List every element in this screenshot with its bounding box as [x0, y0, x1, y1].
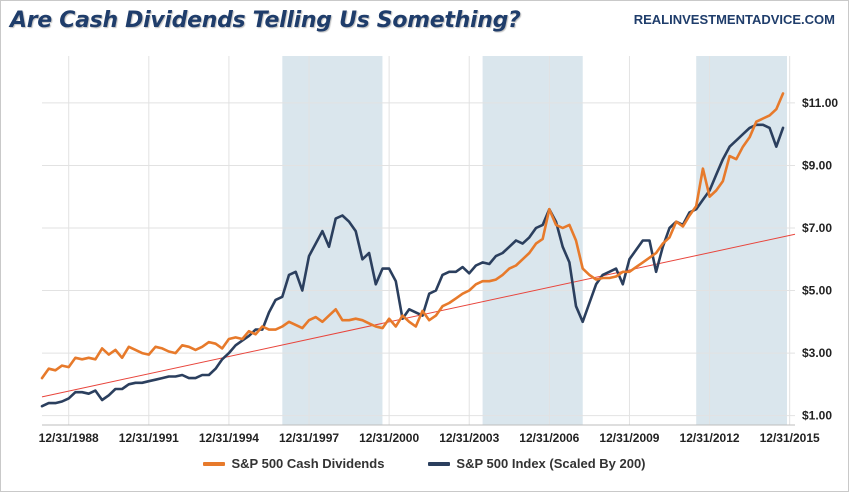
x-tick-label: 12/31/1988 [39, 431, 99, 445]
trend-line [41, 233, 796, 398]
legend-item-dividends: S&P 500 Cash Dividends [203, 456, 384, 471]
legend-swatch-dividends [203, 461, 226, 466]
x-tick-label: 12/31/1994 [199, 431, 259, 445]
x-tick-label: 12/31/1997 [279, 431, 339, 445]
x-tick-label: 12/31/2003 [439, 431, 499, 445]
y-tick-label: $9.00 [802, 158, 832, 172]
legend-label-dividends: S&P 500 Cash Dividends [231, 456, 385, 471]
y-tick-label: $7.00 [802, 221, 832, 235]
y-tick-label: $1.00 [802, 409, 832, 423]
y-tick-label: $5.00 [802, 284, 832, 298]
shaded-period-3 [696, 56, 787, 425]
y-tick-label: $11.00 [802, 96, 838, 110]
legend-item-index: S&P 500 Index (Scaled By 200) [428, 456, 646, 471]
y-tick-label: $3.00 [802, 346, 832, 360]
legend-label-index: S&P 500 Index (Scaled By 200) [456, 456, 646, 471]
shaded-period-1 [282, 56, 383, 425]
x-tick-label: 12/31/2000 [359, 431, 419, 445]
x-tick-label: 12/31/2015 [760, 431, 820, 445]
legend: S&P 500 Cash Dividends S&P 500 Index (Sc… [0, 456, 849, 471]
chart-title: Are Cash Dividends Telling Us Something? [10, 8, 521, 33]
series-line-index [40, 123, 785, 408]
legend-swatch-index [428, 461, 451, 466]
x-tick-label: 12/31/1991 [119, 431, 179, 445]
x-tick-label: 12/31/2009 [599, 431, 659, 445]
x-tick-label: 12/31/2006 [519, 431, 579, 445]
x-tick-label: 12/31/2012 [680, 431, 740, 445]
series-line-dividends [40, 92, 785, 380]
shaded-period-2 [482, 56, 583, 425]
source-label: REALINVESTMENTADVICE.COM [633, 12, 835, 27]
